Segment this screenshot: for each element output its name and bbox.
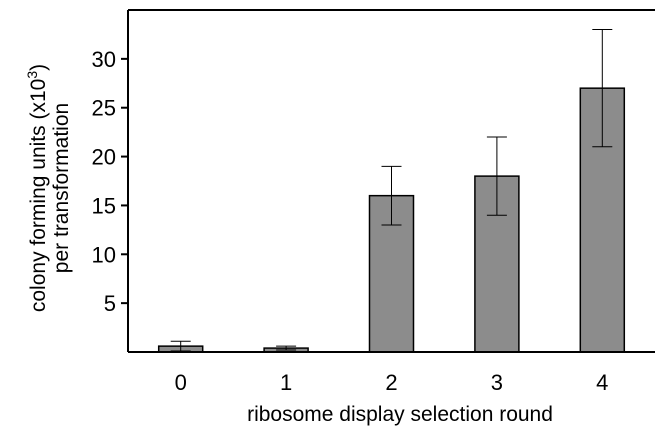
y-axis-title: colony forming units (x103) per transfor… <box>24 64 73 312</box>
y-tick-label: 5 <box>104 291 116 316</box>
x-tick-label: 4 <box>596 370 608 395</box>
x-axis-title: ribosome display selection round <box>247 403 553 426</box>
error-bars-layer <box>170 29 613 352</box>
axes-layer <box>127 9 655 353</box>
x-ticks: 0 1 2 3 4 <box>175 370 609 395</box>
y-axis-title-line2: per transformation <box>50 103 73 273</box>
x-tick-label: 0 <box>175 370 187 395</box>
y-tick-label: 10 <box>92 242 116 267</box>
x-tick-label: 3 <box>491 370 503 395</box>
y-axis-title-line1: colony forming units (x103) <box>24 64 50 312</box>
x-tick-label: 2 <box>385 370 397 395</box>
y-tick-label: 25 <box>92 96 116 121</box>
y-tick-label: 20 <box>92 145 116 170</box>
y-tick-label: 30 <box>92 47 116 72</box>
y-tick-label: 15 <box>92 193 116 218</box>
y-ticks: 5 10 15 20 25 30 <box>92 47 128 316</box>
x-tick-label: 1 <box>280 370 292 395</box>
